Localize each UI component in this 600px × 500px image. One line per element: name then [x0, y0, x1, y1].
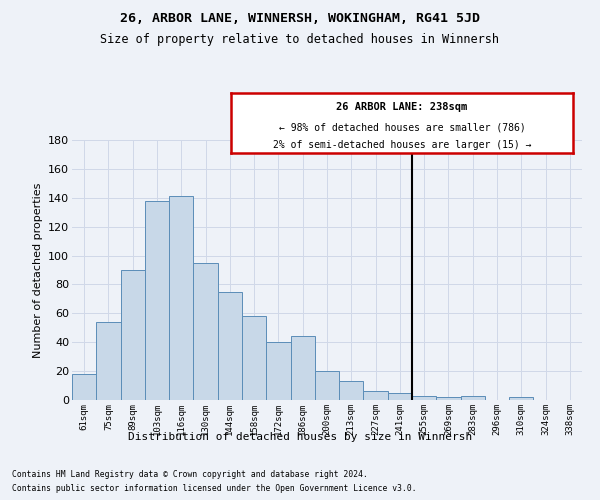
Bar — [72, 374, 96, 400]
Text: 26 ARBOR LANE: 238sqm: 26 ARBOR LANE: 238sqm — [337, 102, 467, 113]
Bar — [169, 196, 193, 400]
Bar — [509, 397, 533, 400]
Bar — [145, 200, 169, 400]
Bar — [96, 322, 121, 400]
Bar — [315, 371, 339, 400]
Bar — [364, 392, 388, 400]
Bar — [121, 270, 145, 400]
Y-axis label: Number of detached properties: Number of detached properties — [32, 182, 43, 358]
Bar — [388, 393, 412, 400]
Text: 26, ARBOR LANE, WINNERSH, WOKINGHAM, RG41 5JD: 26, ARBOR LANE, WINNERSH, WOKINGHAM, RG4… — [120, 12, 480, 26]
Bar — [193, 263, 218, 400]
Bar — [461, 396, 485, 400]
Bar — [290, 336, 315, 400]
Text: Contains public sector information licensed under the Open Government Licence v3: Contains public sector information licen… — [12, 484, 416, 493]
Bar — [266, 342, 290, 400]
Text: Contains HM Land Registry data © Crown copyright and database right 2024.: Contains HM Land Registry data © Crown c… — [12, 470, 368, 479]
Text: Distribution of detached houses by size in Winnersh: Distribution of detached houses by size … — [128, 432, 472, 442]
Bar — [436, 397, 461, 400]
Bar — [412, 396, 436, 400]
Text: Size of property relative to detached houses in Winnersh: Size of property relative to detached ho… — [101, 32, 499, 46]
Bar — [242, 316, 266, 400]
Bar — [218, 292, 242, 400]
Text: 2% of semi-detached houses are larger (15) →: 2% of semi-detached houses are larger (1… — [273, 140, 531, 150]
Text: ← 98% of detached houses are smaller (786): ← 98% of detached houses are smaller (78… — [278, 122, 526, 132]
Bar — [339, 381, 364, 400]
